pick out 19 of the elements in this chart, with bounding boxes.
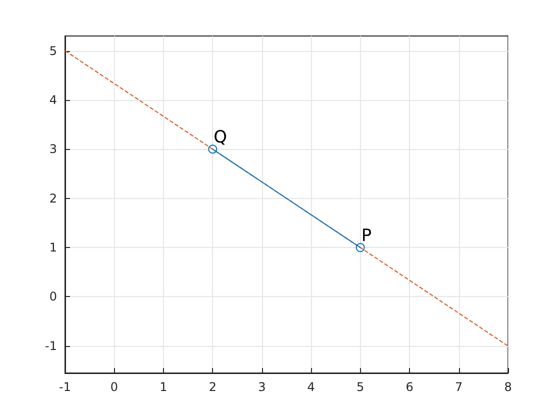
y-tick-label: 0 [49, 290, 57, 304]
x-tick-label: 5 [356, 380, 364, 394]
x-tick-label: 8 [504, 380, 512, 394]
y-tick-label: 5 [49, 44, 57, 58]
y-tick-label: 1 [49, 240, 57, 255]
x-tick-label: 3 [258, 380, 266, 394]
x-tick-label: 2 [208, 380, 216, 394]
x-tick-label: -1 [59, 380, 71, 394]
y-tick-label: 4 [49, 92, 57, 107]
y-tick-label: 3 [49, 142, 57, 156]
x-tick-label: 6 [406, 380, 414, 394]
x-tick-label: 7 [454, 380, 463, 394]
annotation: P [361, 226, 372, 246]
y-tick-label: -1 [45, 338, 57, 353]
x-tick-label: 4 [307, 380, 315, 394]
x-tick-label: 0 [110, 380, 118, 394]
annotation: Q [214, 128, 228, 148]
y-tick-label: 2 [49, 191, 57, 206]
x-tick-label: 1 [160, 380, 168, 394]
